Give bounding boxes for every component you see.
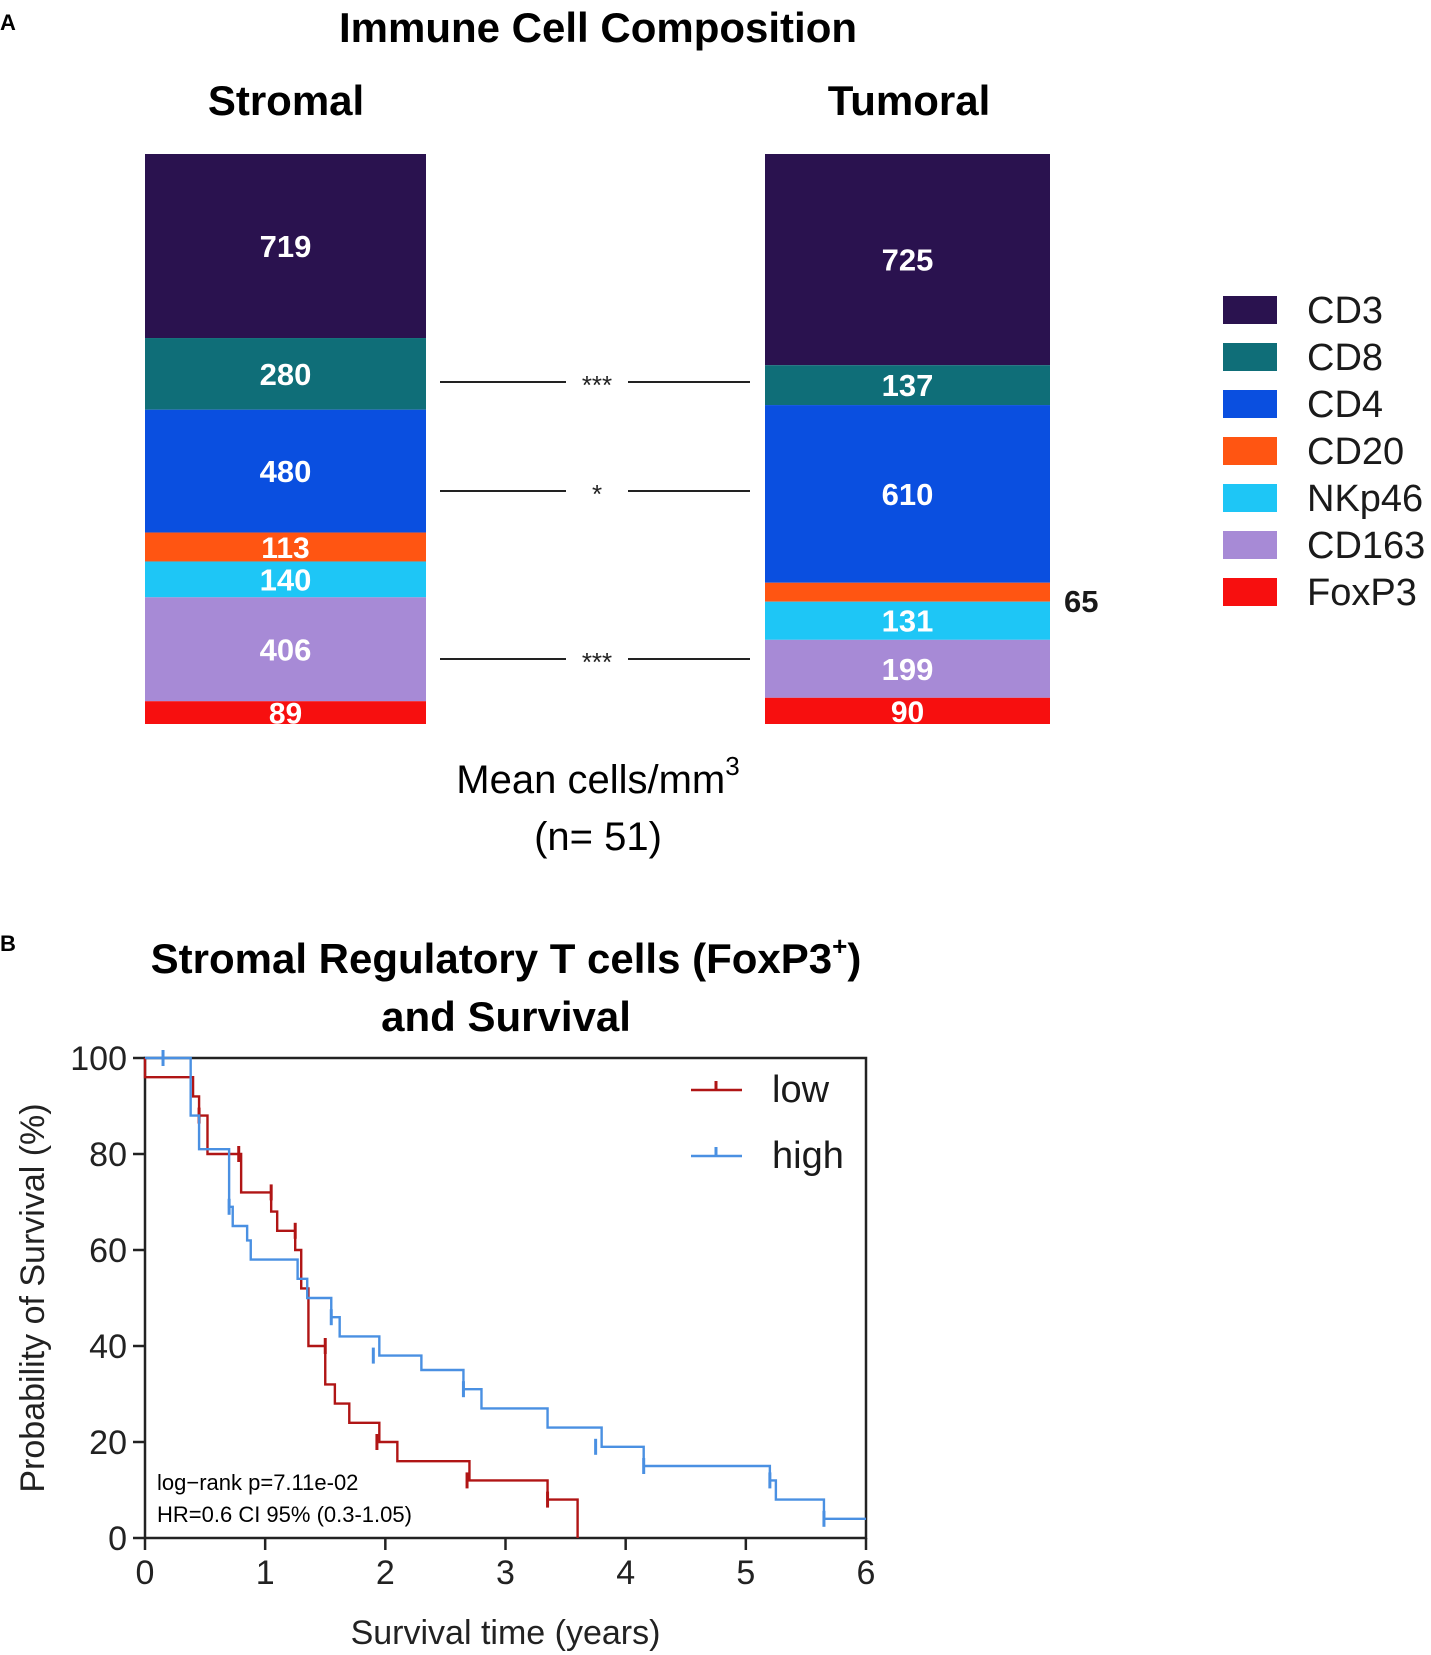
bar-segment-stromal-cd163	[145, 597, 426, 702]
panel-b-title-line1: Stromal Regulatory T cells (FoxP3+)	[151, 931, 862, 982]
bar-title-tumoral: Tumoral	[828, 77, 991, 124]
panel-b-title-text: Stromal Regulatory T cells (FoxP3	[151, 935, 833, 982]
legend-label-nkp46: NKp46	[1307, 478, 1423, 520]
km-annotation-hr: HR=0.6 CI 95% (0.3-1.05)	[157, 1502, 412, 1527]
y-tick-label-80: 80	[89, 1136, 127, 1174]
value-label-stromal-cd20: 113	[261, 532, 309, 565]
bar-segment-tumoral-cd20	[765, 582, 1050, 602]
legend-swatch-cd163	[1223, 531, 1277, 559]
value-label-tumoral-foxp3: 90	[891, 696, 924, 729]
bar-segment-tumoral-nkp46	[765, 601, 1050, 640]
significance-markers: *******	[440, 370, 750, 677]
x-axis-label: Survival time (years)	[351, 1614, 661, 1652]
x-tick-label-2: 2	[376, 1554, 395, 1592]
value-label-tumoral-cd8: 137	[882, 368, 934, 403]
legend-label-cd4: CD4	[1307, 384, 1383, 426]
x-tick-label-3: 3	[496, 1554, 515, 1592]
panel-a-title: Immune Cell Composition	[339, 4, 857, 51]
value-label-stromal-foxp3: 89	[269, 698, 302, 731]
panel-b-title-line2: and Survival	[381, 993, 631, 1040]
x-tick-label-0: 0	[136, 1554, 155, 1592]
bar-segment-tumoral-foxp3	[765, 697, 1050, 724]
panel-a-label: A	[0, 10, 16, 35]
x-tick-label-4: 4	[616, 1554, 635, 1592]
footer-line1: Mean cells/mm	[456, 758, 725, 802]
value-label-stromal-cd4: 480	[260, 454, 312, 489]
y-tick-label-60: 60	[89, 1232, 127, 1270]
x-tick-label-5: 5	[736, 1554, 755, 1592]
km-legend: low high	[691, 1069, 844, 1177]
value-label-tumoral-nkp46: 131	[882, 604, 934, 639]
bar-segment-tumoral-cd163	[765, 639, 1050, 698]
legend-label-cd163: CD163	[1307, 525, 1425, 567]
value-label-tumoral-cd4: 610	[882, 477, 934, 512]
bar-segment-stromal-cd8	[145, 338, 426, 410]
legend-swatch-cd20	[1223, 437, 1277, 465]
legend-label-cd20: CD20	[1307, 431, 1404, 473]
footer-n: (n= 51)	[534, 815, 662, 859]
km-curves	[143, 1050, 866, 1538]
legend-swatch-cd3	[1223, 296, 1277, 324]
footer-superscript: 3	[725, 751, 739, 781]
bar-segment-stromal-nkp46	[145, 561, 426, 598]
y-tick-label-20: 20	[89, 1424, 127, 1462]
y-tick-label-100: 100	[70, 1040, 127, 1078]
km-legend-label-high: high	[772, 1135, 844, 1177]
bar-segment-tumoral-cd3	[765, 154, 1050, 366]
panel-b-title-sup: +	[832, 931, 847, 961]
legend: CD3 CD8 CD4 CD20 NKp46 CD163 FoxP3	[1223, 290, 1425, 614]
sig-marker-cd8: ***	[582, 370, 612, 400]
km-curve-low	[143, 1058, 579, 1538]
y-tick-label-0: 0	[108, 1520, 127, 1558]
km-legend-label-low: low	[772, 1069, 830, 1111]
value-label-stromal-cd3: 719	[260, 229, 312, 264]
bar-segment-stromal-cd4	[145, 409, 426, 533]
legend-label-cd3: CD3	[1307, 290, 1383, 332]
value-label-stromal-cd8: 280	[260, 357, 312, 392]
panel-a: A Immune Cell Composition Stromal Tumora…	[0, 4, 1425, 859]
bar-segment-tumoral-cd8	[765, 365, 1050, 406]
legend-swatch-cd4	[1223, 390, 1277, 418]
value-label-stromal-nkp46: 140	[260, 562, 312, 597]
y-tick-label-40: 40	[89, 1328, 127, 1366]
legend-label-foxp3: FoxP3	[1307, 572, 1417, 614]
bar-segment-stromal-cd3	[145, 154, 426, 339]
sig-marker-cd163: ***	[582, 647, 612, 677]
x-tick-label-1: 1	[256, 1554, 275, 1592]
legend-swatch-foxp3	[1223, 578, 1277, 606]
value-label-stromal-cd163: 406	[260, 632, 312, 667]
value-label-tumoral-cd163: 199	[882, 652, 934, 687]
bar-segment-tumoral-cd4	[765, 405, 1050, 583]
y-axis-label: Probability of Survival (%)	[14, 1103, 52, 1492]
sig-marker-cd4: *	[592, 479, 602, 509]
panel-b: B Stromal Regulatory T cells (FoxP3+) an…	[0, 931, 875, 1652]
value-label-tumoral-cd20-outside: 65	[1064, 584, 1098, 619]
value-label-tumoral-cd3: 725	[882, 243, 934, 278]
footer-label: Mean cells/mm3	[456, 751, 739, 802]
legend-swatch-cd8	[1223, 343, 1277, 371]
legend-label-cd8: CD8	[1307, 337, 1383, 379]
bar-title-stromal: Stromal	[208, 77, 364, 124]
km-annotation-pvalue: log−rank p=7.11e-02	[157, 1470, 358, 1495]
bar-segment-stromal-cd20	[145, 532, 426, 562]
panel-b-label: B	[0, 931, 16, 956]
bar-segment-stromal-foxp3	[145, 701, 426, 724]
panel-b-title-close: )	[847, 935, 861, 982]
km-curve-high	[145, 1056, 866, 1520]
x-tick-label-6: 6	[857, 1554, 876, 1592]
legend-swatch-nkp46	[1223, 484, 1277, 512]
